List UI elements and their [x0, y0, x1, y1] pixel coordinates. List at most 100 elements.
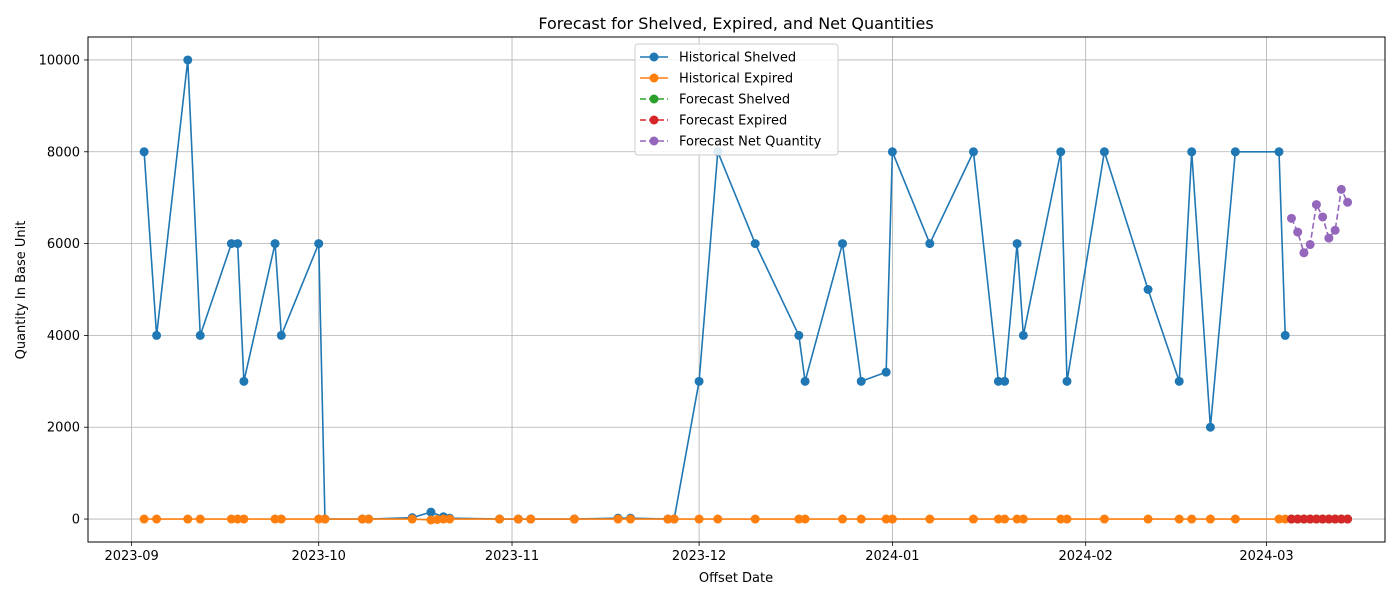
x-tick-label: 2024-03: [1239, 549, 1293, 564]
historical-expired-point: [925, 514, 935, 524]
forecast-expired-point: [1311, 514, 1321, 524]
x-tick-label: 2024-01: [865, 549, 919, 564]
historical-expired-point: [713, 514, 723, 524]
historical-shelved-point: [1099, 147, 1109, 157]
historical-expired-point: [1230, 514, 1240, 524]
historical-expired-point: [495, 514, 505, 524]
historical-expired-point: [320, 514, 330, 524]
x-tick-label: 2023-10: [292, 549, 346, 564]
forecast-net-quantity-point: [1318, 212, 1328, 222]
historical-expired-point: [613, 514, 623, 524]
legend: Historical Shelved Historical Expired Fore…: [634, 43, 839, 156]
historical-expired-point: [1062, 514, 1072, 524]
forecast-expired-point: [1343, 514, 1353, 524]
historical-shelved-point: [226, 239, 236, 249]
forecast-net-quantity-point: [1343, 197, 1353, 207]
historical-expired-point: [1280, 514, 1290, 524]
historical-expired-point: [438, 514, 448, 524]
y-tick-label: 10000: [39, 53, 80, 68]
historical-expired-series: [139, 514, 1290, 525]
historical-expired-point: [526, 514, 536, 524]
legend-label: Forecast Expired: [679, 114, 787, 129]
historical-shelved-point: [195, 330, 205, 340]
forecast-net-quantity-point: [1330, 225, 1340, 235]
historical-expired-point: [314, 514, 324, 524]
historical-expired-point: [993, 514, 1003, 524]
historical-shelved-point: [694, 376, 704, 386]
historical-expired-point: [887, 514, 897, 524]
legend-marker: [649, 94, 659, 104]
historical-shelved-point: [750, 239, 760, 249]
historical-shelved-point: [1143, 285, 1153, 294]
historical-expired-point: [1274, 514, 1284, 524]
forecast-expired-point: [1318, 514, 1328, 524]
legend-marker: [649, 52, 659, 62]
forecast-expired-series: [1286, 514, 1353, 524]
legend-label: Historical Shelved: [679, 51, 796, 66]
forecast-net-quantity-point: [1286, 213, 1296, 223]
legend-label: Forecast Net Quantity: [679, 135, 822, 150]
historical-expired-point: [1056, 514, 1066, 524]
historical-expired-point: [183, 514, 193, 524]
historical-expired-point: [856, 514, 866, 524]
forecast-expired-point: [1330, 514, 1340, 524]
historical-expired-point: [800, 514, 810, 524]
historical-expired-point: [838, 514, 848, 524]
historical-shelved-point: [276, 330, 286, 340]
forecast-net-quantity-series: [1286, 184, 1353, 258]
historical-expired-point: [1174, 514, 1184, 524]
historical-shelved-point: [1000, 376, 1010, 386]
forecast-expired-point: [1293, 514, 1303, 524]
historical-shelved-point: [993, 376, 1003, 386]
historical-shelved-point: [1056, 147, 1066, 157]
historical-expired-point: [669, 514, 679, 524]
historical-shelved-point: [233, 239, 243, 249]
historical-expired-point: [357, 514, 367, 524]
historical-expired-point: [152, 514, 162, 524]
historical-shelved-point: [838, 239, 848, 249]
historical-expired-point: [239, 514, 249, 524]
legend-marker: [649, 136, 659, 146]
historical-shelved-point: [1205, 422, 1215, 432]
historical-expired-point: [139, 514, 149, 524]
series-group: [139, 55, 1353, 525]
historical-expired-point: [1099, 514, 1109, 524]
legend-box: [634, 43, 839, 156]
legend-marker: [649, 115, 659, 125]
historical-shelved-point: [1280, 330, 1290, 340]
forecast-net-quantity-point: [1305, 240, 1315, 250]
historical-shelved-point: [794, 330, 804, 340]
legend-marker: [649, 73, 659, 83]
legend-label: Historical Expired: [679, 72, 793, 87]
historical-shelved-point: [1018, 330, 1028, 340]
x-tick-label: 2023-12: [672, 549, 726, 564]
historical-shelved-point: [1274, 147, 1284, 157]
axes: 2023-09 2023-10 2023-11 2023-12 2024-01 2024-…: [39, 53, 1294, 564]
y-axis-label: Quantity In Base Unit: [14, 221, 29, 360]
historical-expired-point: [968, 514, 978, 524]
historical-expired-point: [513, 514, 523, 524]
historical-shelved-point: [270, 239, 280, 249]
historical-shelved-point: [881, 367, 891, 377]
historical-expired-point: [1012, 514, 1022, 524]
forecast-net-quantity-point: [1311, 200, 1321, 210]
plot-frame: [87, 36, 1386, 543]
forecast-expired-point: [1286, 514, 1296, 524]
forecast-expired-point: [1336, 514, 1346, 524]
historical-expired-point: [364, 514, 374, 524]
y-tick-label: 4000: [47, 329, 80, 344]
forecast-net-quantity-point: [1293, 227, 1303, 237]
historical-shelved-point: [887, 147, 897, 157]
historical-expired-point: [750, 514, 760, 524]
historical-expired-point: [270, 514, 280, 524]
historical-shelved-point: [239, 376, 249, 386]
historical-expired-point: [407, 514, 417, 524]
historical-shelved-point: [856, 376, 866, 386]
historical-expired-point: [694, 514, 704, 524]
historical-shelved-point: [1187, 147, 1197, 157]
x-tick-label: 2023-11: [485, 549, 539, 564]
historical-expired-point: [1143, 514, 1153, 524]
historical-expired-point: [233, 514, 243, 524]
